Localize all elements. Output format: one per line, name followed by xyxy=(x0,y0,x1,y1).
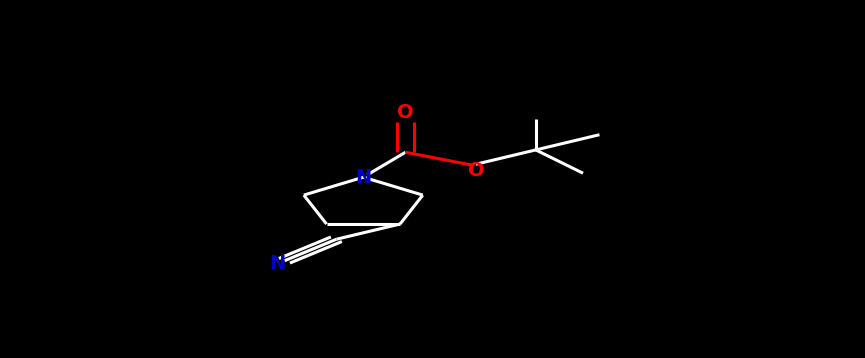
Text: O: O xyxy=(468,161,484,180)
Text: N: N xyxy=(356,168,371,187)
Text: N: N xyxy=(269,254,285,273)
Text: O: O xyxy=(397,103,413,122)
